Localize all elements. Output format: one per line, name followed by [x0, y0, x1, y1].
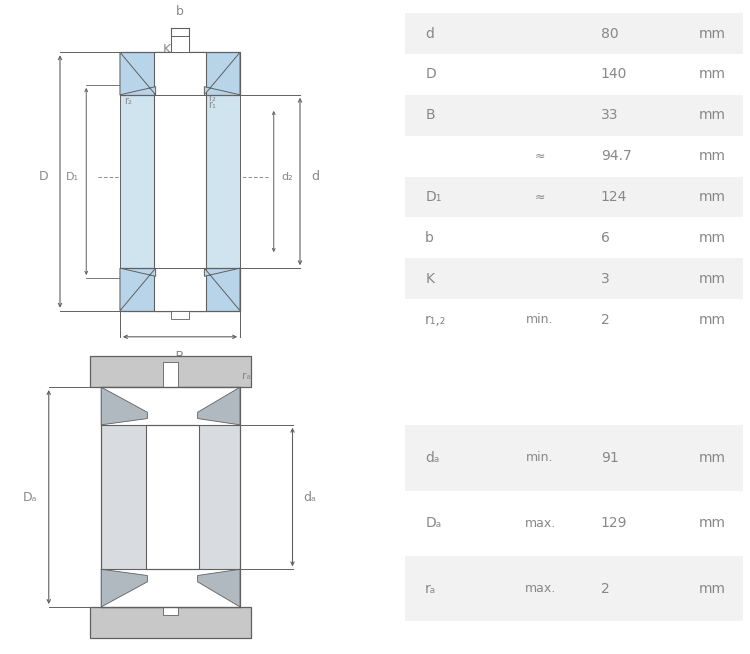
Text: mm: mm [699, 149, 725, 163]
Bar [405, 177, 742, 217]
Bar [146, 425, 199, 569]
Text: Dₐ: Dₐ [23, 490, 38, 504]
Text: D₁: D₁ [66, 171, 79, 182]
Text: 3: 3 [601, 272, 610, 286]
Bar [90, 607, 251, 638]
Text: 129: 129 [601, 516, 627, 530]
Bar [170, 311, 189, 318]
Bar [405, 13, 742, 54]
Polygon shape [101, 387, 147, 425]
Text: D: D [425, 67, 436, 81]
Text: d₂: d₂ [281, 171, 292, 182]
Text: —B—: —B— [164, 350, 196, 363]
Text: min.: min. [526, 451, 554, 464]
Polygon shape [120, 52, 156, 95]
Text: K: K [425, 272, 434, 286]
Bar [405, 556, 742, 621]
Bar [101, 569, 240, 607]
Bar [405, 425, 742, 490]
Text: mm: mm [699, 516, 725, 530]
Text: r₁: r₁ [124, 80, 132, 90]
Bar [405, 300, 742, 340]
Polygon shape [198, 387, 240, 425]
Text: b: b [425, 231, 434, 245]
Text: r₂: r₂ [124, 97, 132, 107]
Bar [101, 387, 240, 425]
Text: 91: 91 [601, 451, 619, 465]
Text: 80: 80 [601, 27, 618, 41]
Text: 124: 124 [601, 190, 627, 204]
Text: d: d [425, 27, 434, 41]
Text: mm: mm [699, 451, 725, 465]
Bar [170, 36, 189, 52]
Text: 33: 33 [601, 109, 618, 122]
Text: mm: mm [699, 272, 725, 286]
Text: K: K [163, 43, 170, 56]
Text: mm: mm [699, 581, 725, 596]
Text: mm: mm [699, 231, 725, 245]
Bar [405, 217, 742, 258]
Text: Dₐ: Dₐ [425, 516, 442, 530]
Bar [405, 95, 742, 136]
Text: mm: mm [699, 313, 725, 326]
Text: rₐ: rₐ [242, 371, 250, 381]
Polygon shape [120, 268, 156, 311]
Text: D₁: D₁ [425, 190, 442, 204]
Text: rₐ: rₐ [201, 413, 209, 423]
Text: r₂: r₂ [208, 94, 216, 103]
Bar [154, 52, 206, 311]
Bar [405, 490, 742, 556]
Text: ≈: ≈ [535, 150, 545, 163]
Text: 94.7: 94.7 [601, 149, 632, 163]
Text: 2: 2 [601, 313, 610, 326]
Text: 6: 6 [601, 231, 610, 245]
Polygon shape [204, 268, 240, 311]
Polygon shape [198, 569, 240, 607]
Bar [120, 52, 240, 95]
Bar [120, 95, 240, 268]
Bar [405, 136, 742, 177]
Bar [164, 607, 178, 615]
Text: dₐ: dₐ [304, 490, 316, 504]
Text: max.: max. [524, 517, 556, 530]
Text: B: B [425, 109, 435, 122]
Text: D: D [39, 170, 49, 183]
Text: 140: 140 [601, 67, 627, 81]
Bar [405, 54, 742, 95]
Bar [90, 356, 251, 387]
Text: ≈: ≈ [535, 190, 545, 203]
Bar [405, 258, 742, 300]
Text: r₁,₂: r₁,₂ [425, 313, 446, 326]
Text: mm: mm [699, 109, 725, 122]
Text: dₐ: dₐ [425, 451, 439, 465]
Text: mm: mm [699, 190, 725, 204]
Bar [164, 362, 178, 387]
Text: mm: mm [699, 67, 725, 81]
Bar [120, 268, 240, 311]
Polygon shape [204, 52, 240, 95]
Polygon shape [101, 569, 147, 607]
Text: mm: mm [699, 27, 725, 41]
Text: d: d [311, 170, 320, 183]
Text: 2: 2 [601, 581, 610, 596]
Text: r₁: r₁ [208, 99, 216, 110]
Text: b: b [176, 5, 184, 18]
Bar [101, 387, 240, 607]
Text: max.: max. [524, 582, 556, 595]
Text: min.: min. [526, 313, 554, 326]
Text: rₐ: rₐ [425, 581, 436, 596]
